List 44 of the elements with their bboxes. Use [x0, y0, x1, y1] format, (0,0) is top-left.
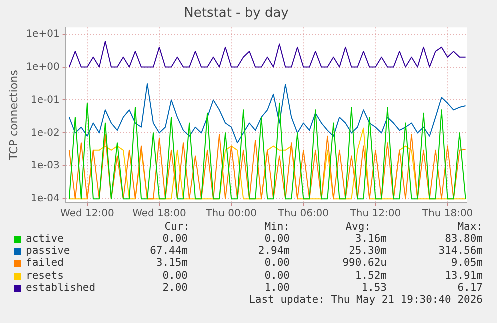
x-tick-label: Thu 12:00: [349, 208, 402, 220]
y-axis-title: TCP connections: [7, 70, 20, 162]
text: 67.44m: [150, 245, 188, 258]
text: 3.16m: [355, 233, 387, 245]
x-tick-label: Wed 12:00: [60, 208, 114, 220]
legend-label: failed: [26, 257, 64, 270]
text: Cur:: [164, 221, 190, 233]
text: 2.94m: [258, 245, 290, 258]
text: Max:: [458, 221, 483, 233]
y-tick-label: 1e+01: [26, 28, 60, 40]
x-tick-label: Thu 18:00: [421, 208, 474, 220]
y-tick-label: 1e-02: [30, 128, 60, 139]
text: 990.62u: [342, 257, 387, 270]
legend-label: resets: [26, 270, 64, 282]
text: Min:: [264, 221, 290, 233]
legend-label: established: [26, 282, 96, 294]
y-tick-label: 1e-04: [30, 194, 60, 205]
text: 1.52m: [355, 270, 387, 282]
text: 0.00: [264, 257, 290, 270]
text: 0.00: [264, 270, 290, 282]
text: 2.00: [162, 282, 188, 294]
text: 25.30m: [349, 245, 387, 258]
y-tick-label: 1e-01: [30, 94, 60, 106]
text: 3.15m: [156, 257, 188, 270]
text: Avg:: [346, 221, 371, 233]
text: 13.91m: [445, 270, 483, 282]
text: 83.80m: [445, 233, 483, 245]
text: 1.00: [264, 282, 290, 294]
text: 0.00: [162, 270, 188, 282]
legend-label: passive: [26, 245, 70, 258]
text: 314.56m: [438, 245, 483, 258]
y-tick-label: 1e+00: [26, 62, 60, 73]
x-tick-label: Wed 18:00: [132, 208, 186, 220]
x-tick-label: Thu 00:00: [205, 208, 257, 220]
legend-label: active: [26, 233, 64, 245]
text: Last update: Thu May 21 19:30:40 2026: [249, 294, 483, 306]
text: 0.00: [162, 233, 188, 245]
text: 9.05m: [451, 257, 483, 270]
text: 6.17: [458, 282, 483, 294]
chart-title: Netstat - by day: [184, 6, 290, 22]
text: 0.00: [264, 233, 290, 245]
x-tick-label: Thu 06:00: [277, 208, 330, 220]
text: 1.53: [362, 282, 387, 294]
y-tick-label: 1e-03: [30, 160, 60, 172]
